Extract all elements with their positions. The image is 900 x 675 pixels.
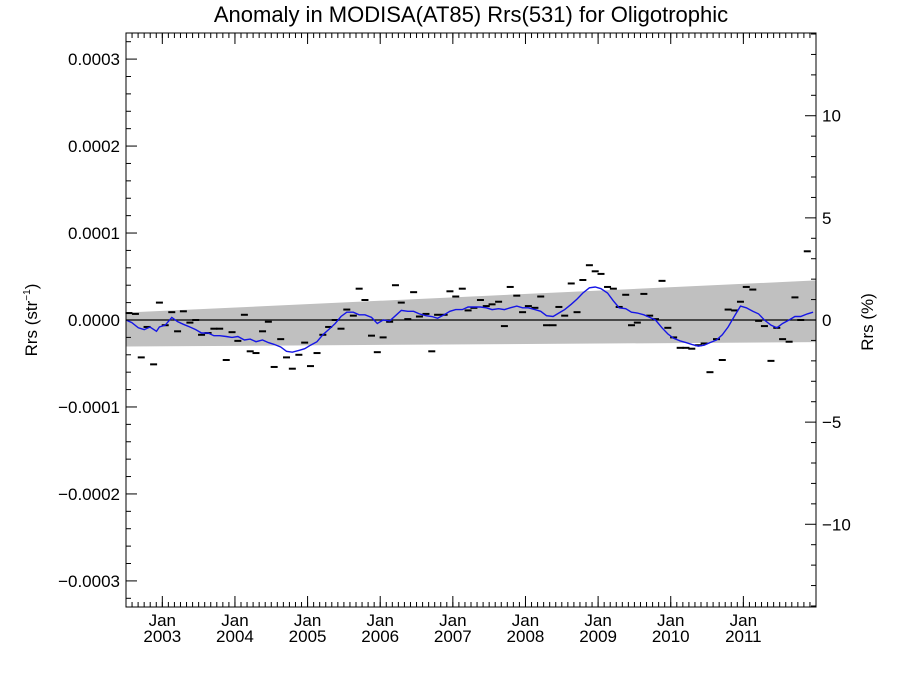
left-tick-label: 0.0003 [68,50,120,69]
x-tick-year-label: 2006 [361,627,399,646]
left-tick-label: 0.0002 [68,137,120,156]
chart-title: Anomaly in MODISA(AT85) Rrs(531) for Oli… [214,2,728,27]
x-tick-year-label: 2005 [289,627,327,646]
x-tick-month-label: Jan [512,611,539,630]
x-tick-year-label: 2011 [725,627,762,646]
monthly-anomaly-series [125,250,811,374]
plot-area [125,32,817,608]
x-tick-year-label: 2010 [652,627,690,646]
left-tick-label: −0.0002 [58,485,120,504]
x-tick-month-label: Jan [657,611,684,630]
x-tick-month-label: Jan [584,611,611,630]
right-tick-label: 5 [822,209,831,228]
left-tick-label: 0.0001 [68,224,120,243]
left-tick-label: −0.0001 [58,398,120,417]
x-tick-year-label: 2004 [216,627,254,646]
x-tick-month-label: Jan [149,611,176,630]
trend-uncertainty-band [126,280,816,347]
right-tick-label: 10 [822,107,841,126]
right-tick-label: −10 [822,515,851,534]
x-axis: Jan2003Jan2004Jan2005Jan2006Jan2007Jan20… [125,33,817,646]
right-y-axis: 10 5 0 −5 −10 [805,33,851,607]
x-tick-month-label: Jan [730,611,757,630]
left-axis-title: Rrs (str−1) [22,284,41,357]
x-tick-year-label: 2003 [143,627,181,646]
x-tick-year-label: 2008 [507,627,545,646]
left-y-axis: 0.0003 0.0002 0.0001 0.0000 −0.0001 −0.0002 −0… [58,41,137,599]
x-tick-month-label: Jan [439,611,466,630]
x-tick-year-label: 2009 [579,627,617,646]
right-tick-label: −5 [822,413,841,432]
right-axis-title: Rrs (%) [858,293,877,351]
left-tick-label: 0.0000 [68,311,120,330]
running-mean-line [125,286,814,353]
left-tick-label: −0.0003 [58,572,120,591]
x-tick-month-label: Jan [366,611,393,630]
x-tick-year-label: 2007 [434,627,472,646]
x-tick-month-label: Jan [294,611,321,630]
right-tick-label: 0 [822,311,831,330]
x-tick-month-label: Jan [221,611,248,630]
